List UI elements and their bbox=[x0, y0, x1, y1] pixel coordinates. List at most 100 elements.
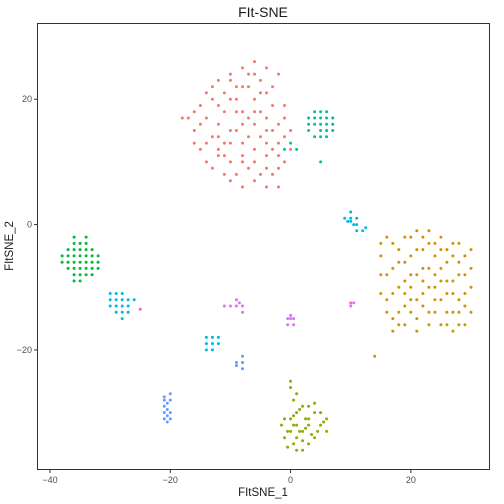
data-point bbox=[325, 417, 329, 421]
data-point bbox=[90, 248, 94, 252]
data-point bbox=[78, 248, 82, 252]
data-point bbox=[204, 116, 208, 120]
data-point bbox=[349, 304, 353, 308]
data-point bbox=[373, 354, 377, 358]
data-point bbox=[391, 329, 395, 333]
data-point bbox=[165, 414, 169, 418]
data-point bbox=[292, 423, 296, 427]
data-point bbox=[445, 292, 449, 295]
data-point bbox=[241, 160, 244, 164]
data-point bbox=[60, 260, 64, 264]
data-point bbox=[72, 273, 76, 277]
data-point bbox=[385, 310, 389, 314]
data-point bbox=[304, 426, 308, 430]
data-point bbox=[138, 307, 142, 311]
data-point bbox=[289, 313, 293, 317]
data-point bbox=[241, 66, 244, 70]
data-point bbox=[222, 172, 226, 176]
data-point bbox=[90, 254, 94, 258]
data-point bbox=[78, 273, 82, 277]
data-point bbox=[168, 398, 172, 402]
data-point bbox=[322, 420, 326, 424]
data-point bbox=[78, 266, 82, 270]
data-point bbox=[325, 129, 329, 132]
data-point bbox=[277, 166, 280, 170]
data-point bbox=[253, 122, 256, 126]
data-point bbox=[126, 310, 130, 314]
data-point bbox=[192, 141, 196, 145]
data-point bbox=[271, 85, 274, 89]
data-point bbox=[457, 260, 461, 264]
data-point bbox=[421, 248, 425, 252]
data-point bbox=[349, 216, 353, 220]
data-point bbox=[451, 279, 455, 283]
data-point bbox=[295, 392, 299, 396]
data-point bbox=[66, 266, 70, 270]
data-point bbox=[415, 317, 419, 321]
data-point bbox=[445, 279, 449, 283]
data-point bbox=[289, 429, 293, 433]
data-point bbox=[265, 66, 268, 70]
data-point bbox=[427, 285, 431, 289]
data-point bbox=[228, 78, 232, 82]
data-point bbox=[72, 279, 76, 283]
data-point bbox=[271, 104, 274, 107]
data-point bbox=[289, 147, 293, 151]
data-point bbox=[120, 317, 124, 321]
y-tick-label: 20 bbox=[22, 94, 32, 104]
data-point bbox=[283, 147, 286, 151]
data-point bbox=[204, 348, 208, 352]
data-point bbox=[409, 254, 413, 258]
data-point bbox=[84, 248, 88, 252]
data-point bbox=[234, 364, 238, 368]
data-point bbox=[66, 254, 70, 258]
data-point bbox=[319, 122, 323, 126]
data-point bbox=[96, 266, 100, 270]
data-point bbox=[301, 448, 305, 452]
data-point bbox=[198, 104, 202, 107]
data-point bbox=[385, 235, 389, 239]
data-point bbox=[108, 304, 112, 308]
x-tick-label: −40 bbox=[42, 475, 57, 485]
data-point bbox=[216, 78, 220, 82]
data-point bbox=[307, 129, 311, 132]
data-point bbox=[241, 354, 244, 358]
panel-border bbox=[37, 23, 490, 470]
data-point bbox=[216, 147, 220, 151]
data-point bbox=[463, 323, 467, 327]
data-point bbox=[289, 386, 293, 389]
data-point bbox=[403, 304, 407, 308]
data-point bbox=[403, 323, 407, 327]
data-point bbox=[210, 335, 214, 339]
data-point bbox=[228, 129, 232, 132]
data-point bbox=[325, 110, 329, 114]
data-point bbox=[72, 260, 76, 264]
data-point bbox=[427, 241, 431, 245]
data-point bbox=[216, 154, 220, 158]
data-point bbox=[301, 404, 305, 408]
data-point bbox=[316, 429, 320, 433]
data-point bbox=[90, 260, 94, 264]
data-point bbox=[379, 241, 383, 245]
data-point bbox=[451, 254, 455, 258]
data-point bbox=[445, 310, 449, 314]
data-point bbox=[234, 110, 238, 114]
data-point bbox=[84, 235, 88, 239]
data-point bbox=[108, 292, 112, 295]
data-point bbox=[253, 160, 256, 164]
data-point bbox=[289, 141, 293, 145]
data-point bbox=[96, 260, 100, 264]
data-point bbox=[421, 279, 425, 283]
data-point bbox=[234, 304, 238, 308]
data-point bbox=[84, 273, 88, 277]
data-point bbox=[319, 129, 323, 132]
data-point bbox=[210, 342, 214, 346]
data-point bbox=[120, 292, 124, 295]
data-point bbox=[72, 266, 76, 270]
data-point bbox=[96, 254, 100, 258]
data-point bbox=[295, 423, 299, 427]
data-point bbox=[319, 116, 323, 120]
data-point bbox=[168, 392, 172, 396]
data-point bbox=[241, 154, 244, 158]
data-point bbox=[216, 104, 220, 107]
